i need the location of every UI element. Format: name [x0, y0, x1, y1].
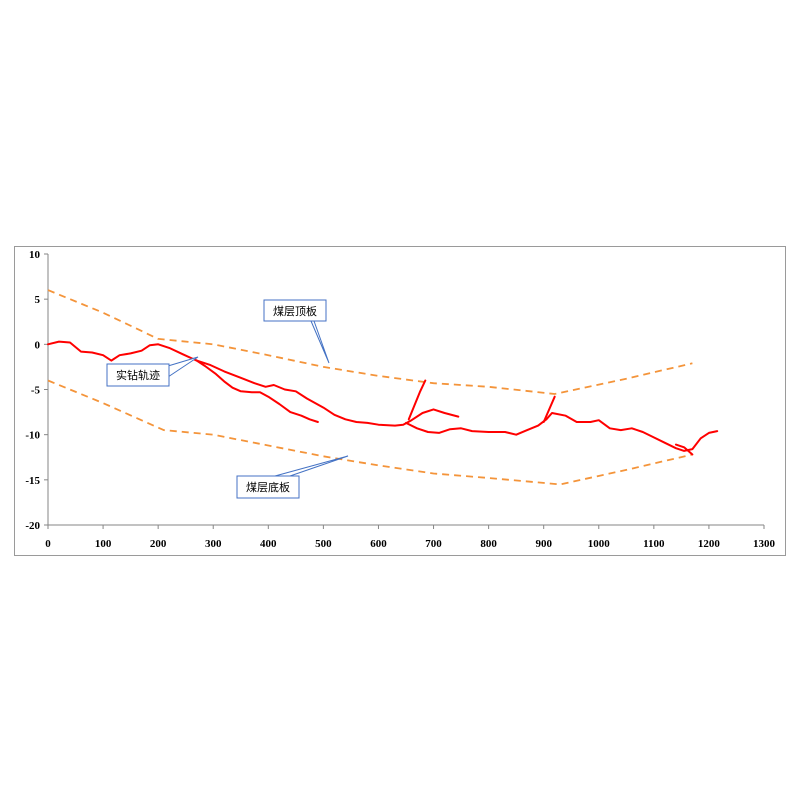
y-tick-label: -15	[25, 475, 40, 487]
callout-floor-pointer	[274, 455, 349, 477]
series-branch-up-2	[542, 395, 556, 423]
y-tick-label: 0	[35, 339, 41, 351]
callout-trajectory: 实钻轨迹	[106, 356, 199, 387]
callout-trajectory-box	[106, 363, 170, 387]
callout-layer: 煤层顶板 实钻轨迹 煤层底板	[106, 299, 349, 499]
x-tick-label: 1200	[698, 538, 721, 550]
series-trajectory-lower	[193, 357, 319, 423]
x-tick-label: 100	[95, 538, 112, 550]
callout-floor-label: 煤层底板	[246, 480, 290, 494]
x-tick-label: 500	[315, 538, 332, 550]
x-tick-label: 900	[535, 538, 552, 550]
y-tick-label: 5	[35, 294, 41, 306]
series-floor	[47, 379, 693, 486]
series-roof	[47, 289, 693, 395]
y-tick-label: -10	[25, 430, 40, 442]
series-branch-end	[674, 443, 694, 456]
series-trajectory-main	[47, 340, 460, 427]
y-tick-label: -5	[31, 385, 41, 397]
callout-roof-box	[263, 299, 327, 322]
callout-trajectory-pointer	[167, 356, 199, 378]
x-tick-label: 1000	[588, 538, 611, 550]
x-tick-label: 300	[205, 538, 222, 550]
x-tick-label: 0	[45, 538, 51, 550]
x-tick-label: 600	[370, 538, 387, 550]
callout-floor: 煤层底板	[236, 455, 349, 499]
x-tick-label: 1300	[753, 538, 776, 550]
series-trajectory-far	[405, 412, 719, 452]
callout-roof-label: 煤层顶板	[273, 304, 317, 318]
series-branch-up-1	[407, 379, 427, 421]
chart-frame	[14, 246, 786, 556]
x-tick-label: 800	[480, 538, 497, 550]
y-tick-label: -20	[25, 520, 40, 532]
y-tick-label: 10	[29, 249, 41, 261]
x-tick-label: 700	[425, 538, 442, 550]
callout-trajectory-label: 实钻轨迹	[116, 368, 160, 382]
callout-floor-box	[236, 475, 300, 499]
axes: 10 5 0 -5 -10 -15 -20 0 100 200 300 400 500 600 700 800…	[25, 249, 775, 550]
x-tick-label: 1100	[643, 538, 665, 550]
series-layer	[47, 289, 719, 486]
callout-roof-pointer	[300, 320, 330, 364]
x-tick-label: 400	[260, 538, 277, 550]
callout-roof: 煤层顶板	[263, 299, 330, 364]
x-tick-label: 200	[150, 538, 167, 550]
